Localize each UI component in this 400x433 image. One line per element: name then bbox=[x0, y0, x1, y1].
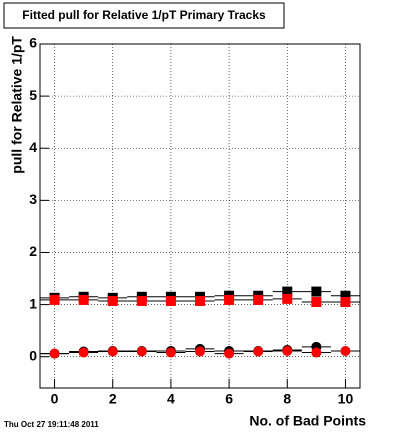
marker bbox=[340, 290, 351, 301]
y-tick-label: 6 bbox=[29, 35, 37, 51]
marker bbox=[253, 294, 264, 305]
marker bbox=[282, 293, 293, 304]
marker bbox=[165, 347, 176, 358]
marker bbox=[340, 345, 351, 356]
marker bbox=[253, 346, 264, 357]
marker bbox=[165, 295, 176, 306]
title-box bbox=[3, 2, 285, 29]
y-tick-label: 1 bbox=[29, 295, 37, 311]
marker bbox=[49, 348, 60, 359]
y-axis-label: pull for Relative 1/pT bbox=[9, 36, 25, 174]
x-axis-label: No. of Bad Points bbox=[249, 413, 366, 429]
y-tick-label: 5 bbox=[29, 87, 37, 103]
marker bbox=[195, 346, 205, 357]
y-tick-label: 2 bbox=[29, 243, 37, 259]
y-tick-label: 4 bbox=[29, 139, 37, 155]
x-tick-label: 4 bbox=[167, 391, 175, 407]
x-tick-label: 6 bbox=[225, 391, 233, 407]
plot-frame bbox=[39, 43, 361, 389]
chart-title: Fitted pull for Relative 1/pT Primary Tr… bbox=[22, 8, 266, 22]
marker bbox=[224, 294, 235, 305]
x-tick-label: 0 bbox=[51, 391, 59, 407]
marker bbox=[340, 297, 351, 307]
marker bbox=[136, 346, 147, 357]
marker bbox=[311, 286, 322, 297]
marker bbox=[224, 348, 235, 359]
y-tick-label: 0 bbox=[29, 347, 37, 363]
marker bbox=[49, 294, 60, 305]
marker bbox=[107, 295, 118, 306]
marker bbox=[311, 347, 322, 358]
timestamp: Thu Oct 27 19:11:48 2011 bbox=[4, 420, 99, 429]
x-tick-label: 10 bbox=[338, 391, 354, 407]
marker bbox=[311, 297, 322, 307]
marker bbox=[136, 295, 147, 306]
x-tick-label: 8 bbox=[283, 391, 291, 407]
x-tick-label: 2 bbox=[109, 391, 117, 407]
marker bbox=[107, 346, 118, 357]
marker bbox=[195, 295, 205, 306]
marker bbox=[282, 286, 293, 297]
marker bbox=[78, 294, 89, 305]
marker bbox=[282, 345, 293, 356]
y-tick-label: 3 bbox=[29, 191, 37, 207]
marker bbox=[78, 347, 89, 358]
